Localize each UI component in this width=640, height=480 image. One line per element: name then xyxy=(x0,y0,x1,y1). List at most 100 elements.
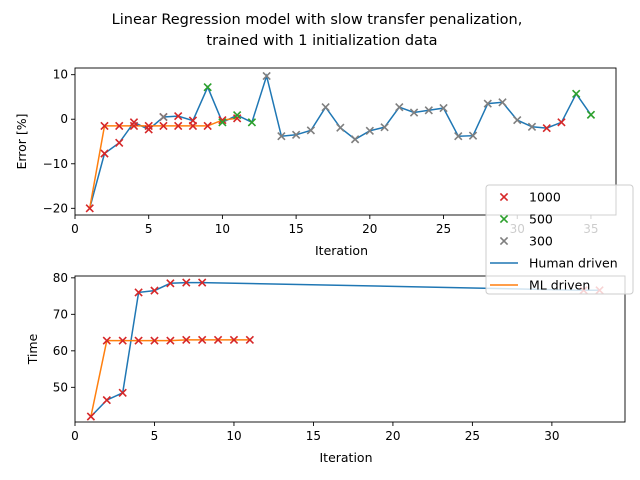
x-tick-label: 10 xyxy=(226,429,241,443)
legend-label: ML driven xyxy=(529,278,590,293)
data-point-marker xyxy=(277,131,286,141)
y-tick-label: 70 xyxy=(53,307,68,321)
x-tick-label: 0 xyxy=(71,222,79,236)
data-point-marker xyxy=(513,115,522,125)
x-tick-label: 5 xyxy=(151,429,159,443)
x-tick-label: 20 xyxy=(385,429,400,443)
data-point-marker xyxy=(439,103,448,113)
data-point-marker xyxy=(182,335,191,345)
legend-label: 300 xyxy=(529,234,553,249)
legend-label: Human driven xyxy=(529,256,618,271)
data-point-marker xyxy=(218,118,227,127)
legend-label: 500 xyxy=(529,212,553,227)
x-tick-label: 10 xyxy=(215,222,230,236)
data-point-marker xyxy=(166,279,175,288)
data-point-marker xyxy=(454,131,463,141)
legend-marker-500 xyxy=(499,214,509,224)
legend-marker-300 xyxy=(499,236,509,246)
data-point-marker xyxy=(115,138,124,148)
legend: 1000 500 300 Human driven ML driven xyxy=(485,184,634,295)
data-point-marker xyxy=(306,126,316,135)
data-point-marker xyxy=(365,126,374,135)
data-point-marker xyxy=(144,121,153,131)
data-point-marker xyxy=(102,395,111,405)
time-subplot: 0 5 10 15 20 25 30 50 60 70 80 Iteration Time xyxy=(25,271,626,465)
x-tick-label: 30 xyxy=(544,429,559,443)
x-axis-label: Iteration xyxy=(315,243,368,258)
data-point-marker xyxy=(350,135,360,144)
chart-title-line2: trained with 1 initialization data xyxy=(206,33,437,49)
data-point-marker xyxy=(198,278,207,287)
data-point-marker xyxy=(498,98,507,107)
data-point-marker xyxy=(85,204,94,213)
x-tick-label: 5 xyxy=(145,222,153,236)
data-point-marker xyxy=(380,123,389,132)
data-point-marker xyxy=(483,99,492,108)
x-tick-label: 20 xyxy=(362,222,377,236)
data-point-marker xyxy=(118,336,127,345)
x-tick-label: 25 xyxy=(436,222,451,236)
data-point-marker xyxy=(232,111,242,120)
data-point-marker xyxy=(409,108,419,117)
data-point-marker xyxy=(527,122,537,131)
y-tick-label: −20 xyxy=(43,201,68,215)
data-point-marker xyxy=(144,125,153,134)
data-point-marker xyxy=(174,121,183,131)
data-point-marker xyxy=(134,336,143,345)
data-point-marker xyxy=(129,118,139,127)
data-point-marker xyxy=(100,149,109,158)
data-point-marker xyxy=(86,412,96,421)
x-tick-label: 15 xyxy=(306,429,321,443)
data-point-marker xyxy=(542,123,551,133)
y-tick-label: 50 xyxy=(53,380,68,394)
axes-frame xyxy=(74,275,626,423)
data-point-marker xyxy=(262,71,271,81)
data-point-marker xyxy=(115,121,124,131)
data-point-marker xyxy=(395,103,404,112)
data-point-marker xyxy=(229,335,239,345)
data-point-marker xyxy=(134,288,143,297)
x-axis-label: Iteration xyxy=(319,450,372,465)
legend-box xyxy=(485,184,634,295)
data-point-marker xyxy=(102,336,111,345)
data-point-marker xyxy=(572,89,581,99)
x-tick-label: 25 xyxy=(465,429,480,443)
data-point-marker xyxy=(336,123,345,132)
data-point-marker xyxy=(150,286,159,295)
y-tick-label: 0 xyxy=(60,112,68,126)
data-point-marker xyxy=(245,335,255,345)
chart-title-line1: Linear Regression model with slow transf… xyxy=(112,12,523,28)
data-point-marker xyxy=(424,106,433,115)
data-point-marker xyxy=(291,130,301,139)
data-point-marker xyxy=(100,121,109,131)
data-point-marker xyxy=(203,82,212,92)
x-tick-label: 15 xyxy=(288,222,303,236)
y-tick-label: 10 xyxy=(53,68,68,82)
data-point-marker xyxy=(159,112,168,122)
data-point-marker xyxy=(182,278,191,287)
data-point-marker xyxy=(213,335,223,345)
data-point-marker xyxy=(129,121,139,131)
data-point-marker xyxy=(586,110,596,119)
data-point-marker xyxy=(321,103,330,112)
legend-marker-1000 xyxy=(499,192,509,202)
y-axis-label: Error [%] xyxy=(14,113,29,169)
data-point-marker xyxy=(557,118,566,127)
legend-label: 1000 xyxy=(529,190,561,205)
series-line-ml-driven xyxy=(90,339,250,417)
data-point-marker xyxy=(159,121,168,131)
y-tick-label: 60 xyxy=(53,344,68,358)
data-point-marker xyxy=(232,114,242,123)
data-point-marker xyxy=(174,111,183,121)
y-axis-label: Time xyxy=(25,333,40,365)
data-point-marker xyxy=(203,121,212,131)
series-line-ml-driven xyxy=(88,117,238,209)
x-tick-label: 0 xyxy=(71,429,79,443)
data-point-marker xyxy=(247,118,257,127)
series-line-human-driven xyxy=(90,281,600,418)
data-point-marker xyxy=(166,336,175,345)
axes-frame xyxy=(74,67,617,216)
data-point-marker xyxy=(468,131,478,140)
